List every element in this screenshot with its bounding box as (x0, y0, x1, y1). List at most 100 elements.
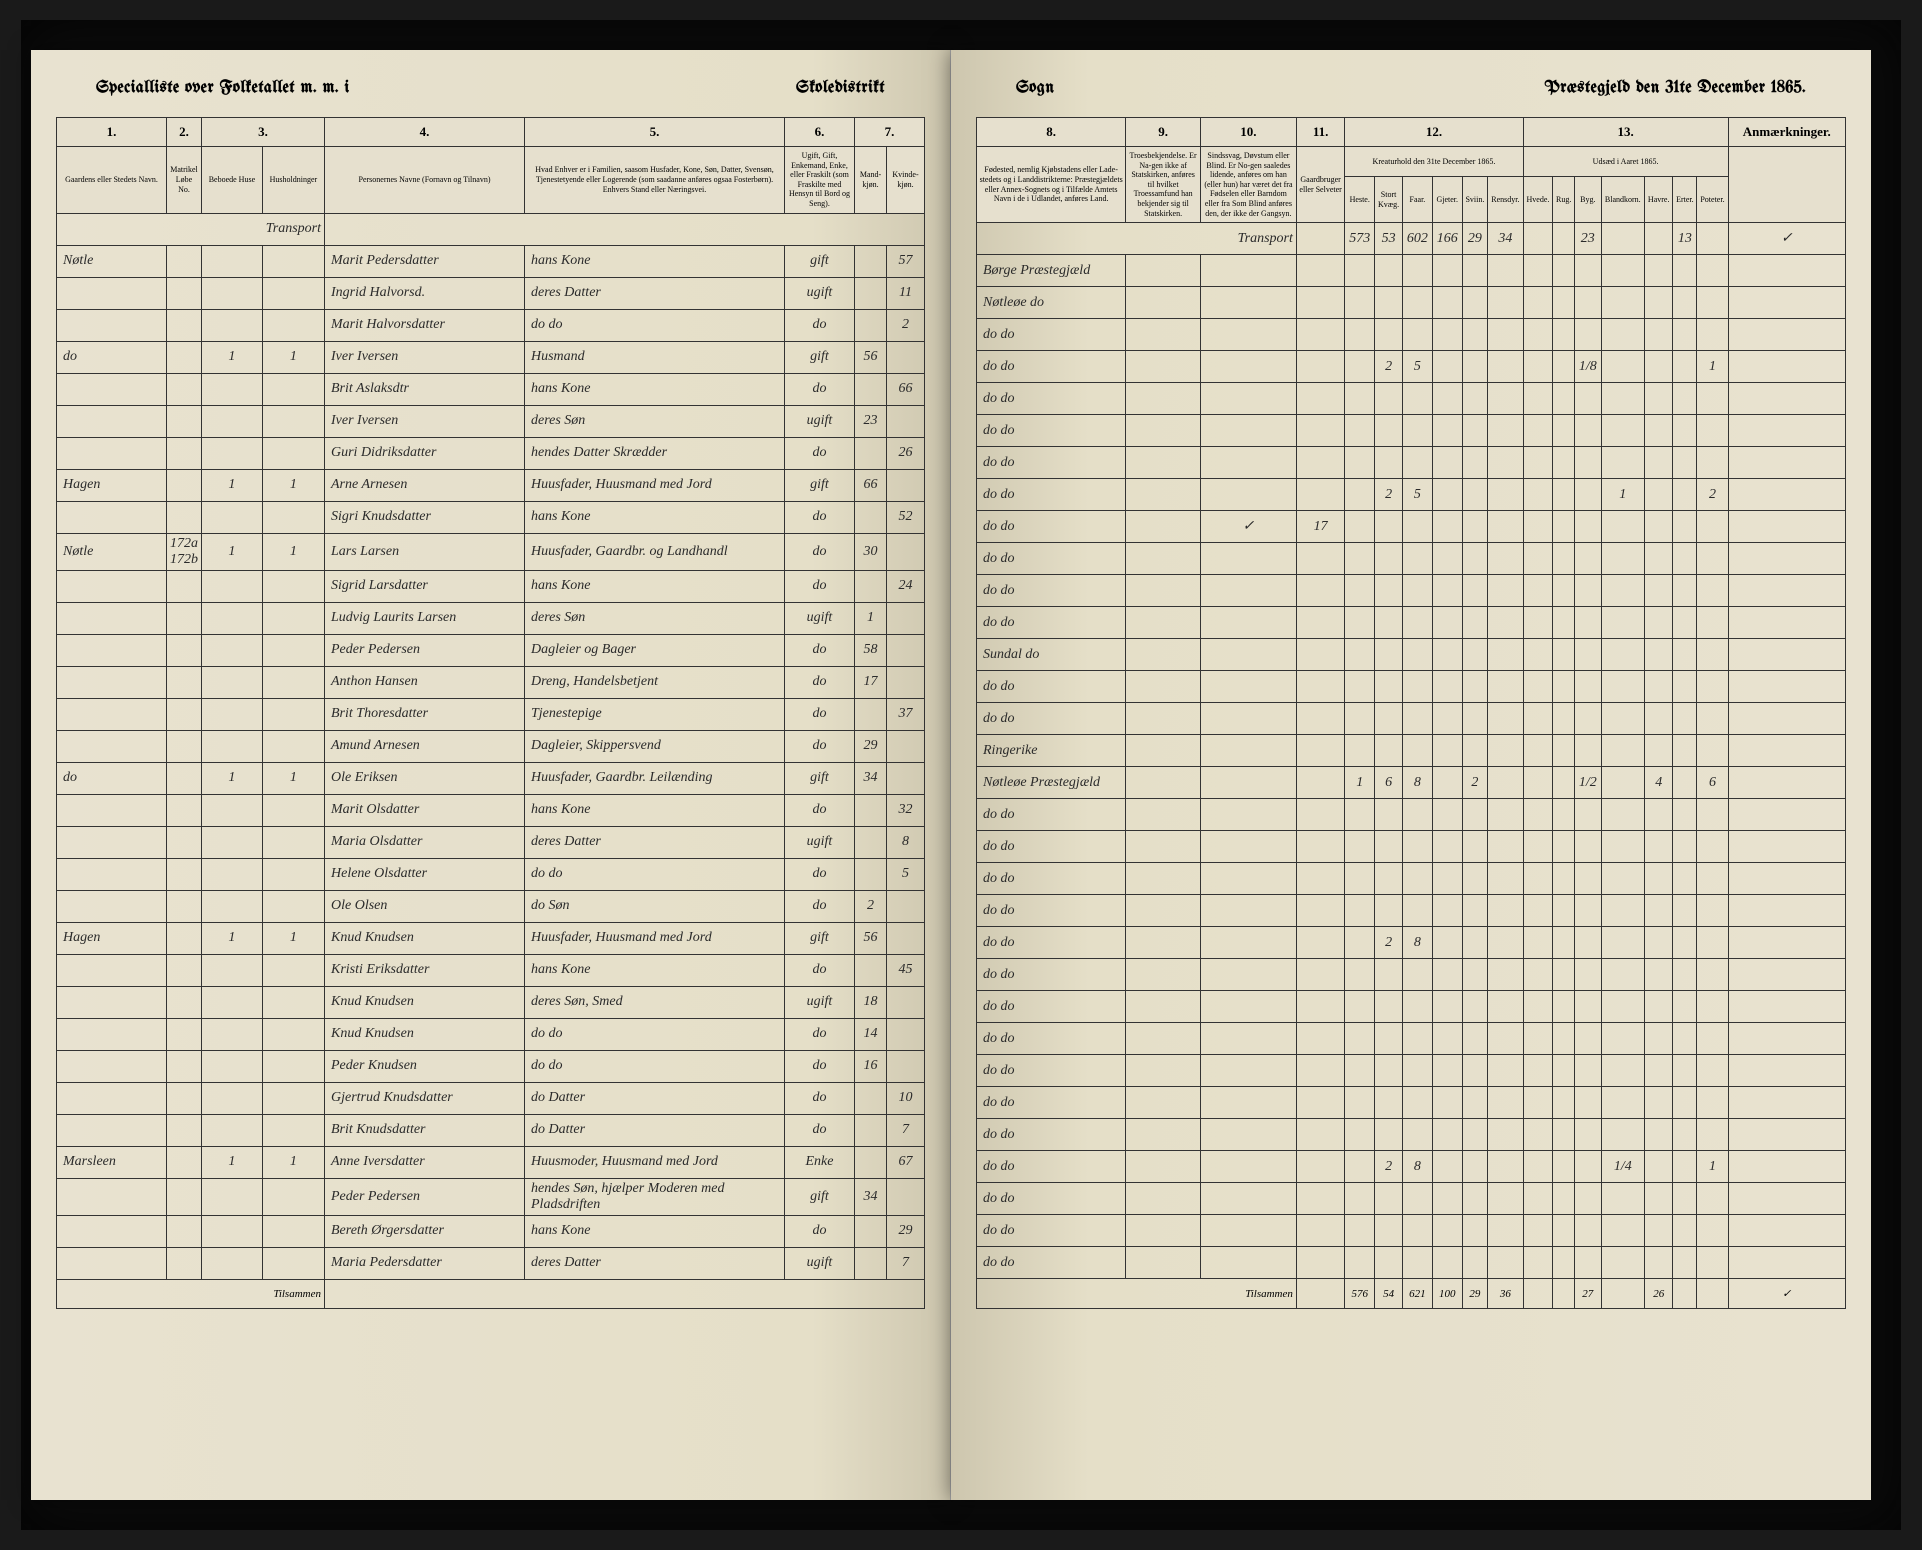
footer-label: Tilsammen (57, 1279, 325, 1308)
table-row: Ringerike (977, 735, 1846, 767)
col13-sub-3: Blandkorn. (1601, 177, 1644, 223)
right-table: 8. 9. 10. 11. 12. 13. Anmærkninger. Føde… (976, 117, 1846, 1309)
col3b-desc: Husholdninger (262, 147, 324, 214)
table-row: NøtleMarit Pedersdatterhans Konegift57 (57, 245, 925, 277)
table-row: Marit Halvorsdatterdo dodo2 (57, 309, 925, 341)
col6-num: 6. (785, 118, 855, 147)
table-row: Amund ArnesenDagleier, Skippersvenddo29 (57, 730, 925, 762)
col12-num: 12. (1345, 118, 1523, 147)
col12-sub-0: Heste. (1345, 177, 1375, 223)
right-col-nums: 8. 9. 10. 11. 12. 13. Anmærkninger. (977, 118, 1846, 147)
table-row: do do (977, 863, 1846, 895)
col7-num: 7. (855, 118, 925, 147)
right-col-descs: Fødested, nemlig Kjøbstadens eller Lade-… (977, 147, 1846, 177)
table-row: do do (977, 607, 1846, 639)
table-row: Sigri Knudsdatterhans Konedo52 (57, 501, 925, 533)
table-row: do do28 (977, 927, 1846, 959)
table-row: Knud Knudsenderes Søn, Smedugift18 (57, 986, 925, 1018)
table-row: do do2512 (977, 479, 1846, 511)
left-header: Specialliste over Folketallet m. m. i Sk… (56, 80, 925, 97)
table-row: do do (977, 383, 1846, 415)
col11-desc: Gaardbruger eller Selveter (1296, 147, 1344, 223)
table-row: Hagen11Knud KnudsenHuusfader, Huusmand m… (57, 922, 925, 954)
col11-num: 11. (1296, 118, 1344, 147)
col13-sub-1: Rug. (1553, 177, 1575, 223)
table-row: do11Iver IversenHusmandgift56 (57, 341, 925, 373)
col10-num: 10. (1200, 118, 1296, 147)
table-row: Peder Knudsendo dodo16 (57, 1050, 925, 1082)
table-row: Brit Knudsdatterdo Datterdo7 (57, 1114, 925, 1146)
table-row: Helene Olsdatterdo dodo5 (57, 858, 925, 890)
table-row: Guri Didriksdatterhendes Datter Skrædder… (57, 437, 925, 469)
table-row: Iver Iversenderes Sønugift23 (57, 405, 925, 437)
col5-num: 5. (525, 118, 785, 147)
table-row: do do (977, 895, 1846, 927)
col4-num: 4. (325, 118, 525, 147)
table-row: Marit Olsdatterhans Konedo32 (57, 794, 925, 826)
table-row: do do (977, 543, 1846, 575)
table-row: Sigrid Larsdatterhans Konedo24 (57, 570, 925, 602)
table-row: do do (977, 1087, 1846, 1119)
col13-sub-6: Poteter. (1697, 177, 1728, 223)
table-row: do do (977, 447, 1846, 479)
table-row: do do (977, 415, 1846, 447)
col13-num: 13. (1523, 118, 1728, 147)
table-row: do do (977, 799, 1846, 831)
col1-desc: Gaardens eller Stedets Navn. (57, 147, 167, 214)
table-row: Peder PedersenDagleier og Bagerdo58 (57, 634, 925, 666)
table-row: do do (977, 703, 1846, 735)
footer-blank (325, 1279, 925, 1308)
table-row: Knud Knudsendo dodo14 (57, 1018, 925, 1050)
col10-desc: Sindssvag, Døvstum eller Blind. Er No-ge… (1200, 147, 1296, 223)
col2-num: 2. (167, 118, 202, 147)
table-row: Børge Præstegjæld (977, 255, 1846, 287)
header-specialliste: Specialliste over Folketallet m. m. i (96, 80, 350, 97)
col12-desc: Kreaturhold den 31te December 1865. (1345, 147, 1523, 177)
table-row: Nøtle172a 172b11Lars LarsenHuusfader, Ga… (57, 533, 925, 570)
table-row: do do (977, 1023, 1846, 1055)
transport-label: Transport (57, 213, 325, 245)
table-row: Bereth Ørgersdatterhans Konedo29 (57, 1215, 925, 1247)
col12-sub-1: Stort Kvæg. (1375, 177, 1403, 223)
col9-num: 9. (1126, 118, 1201, 147)
col-anm: Anmærkninger. (1728, 118, 1845, 147)
col13-sub-2: Byg. (1575, 177, 1602, 223)
col-anm-blank (1728, 147, 1845, 223)
col5-desc: Hvad Enhver er i Familien, saasom Husfad… (525, 147, 785, 214)
col13-desc: Udsæd i Aaret 1865. (1523, 147, 1728, 177)
table-row: do do✓17 (977, 511, 1846, 543)
table-row: do do (977, 1215, 1846, 1247)
table-row: do do (977, 991, 1846, 1023)
table-row: Kristi Eriksdatterhans Konedo45 (57, 954, 925, 986)
table-row: do do (977, 831, 1846, 863)
transport-row-right: Transport5735360216629342313✓ (977, 223, 1846, 255)
census-ledger: Specialliste over Folketallet m. m. i Sk… (21, 20, 1901, 1530)
table-row: do do251/81 (977, 351, 1846, 383)
table-row: do do (977, 575, 1846, 607)
table-row: do do281/41 (977, 1151, 1846, 1183)
table-row: do do (977, 1247, 1846, 1279)
col7b-desc: Kvinde-kjøn. (887, 147, 925, 214)
table-row: Maria Pedersdatterderes Datterugift7 (57, 1247, 925, 1279)
table-row: do do (977, 959, 1846, 991)
table-row: Maria Olsdatterderes Datterugift8 (57, 826, 925, 858)
table-row: Marsleen11Anne IversdatterHuusmoder, Huu… (57, 1146, 925, 1178)
col13-sub-5: Erter. (1673, 177, 1697, 223)
table-row: Ludvig Laurits Larsenderes Sønugift1 (57, 602, 925, 634)
col6-desc: Ugift, Gift, Enkemand, Enke, eller Frask… (785, 147, 855, 214)
table-row: Brit Aslaksdtrhans Konedo66 (57, 373, 925, 405)
left-col-descs: Gaardens eller Stedets Navn. Matrikel Lø… (57, 147, 925, 214)
col12-sub-2: Faar. (1403, 177, 1433, 223)
col12-sub-4: Sviin. (1462, 177, 1487, 223)
table-row: do do (977, 1055, 1846, 1087)
table-row: do do (977, 1119, 1846, 1151)
header-skoledistrikt: Skoledistrikt (796, 80, 885, 97)
table-row: do do (977, 671, 1846, 703)
right-header: Sogn Præstegjeld den 31te December 1865. (976, 80, 1846, 97)
header-prestegjeld: Præstegjeld den 31te December 1865. (1545, 80, 1806, 97)
table-row: Peder Pedersenhendes Søn, hjælper Modere… (57, 1178, 925, 1215)
table-row: Gjertrud Knudsdatterdo Datterdo10 (57, 1082, 925, 1114)
table-row: Ole Olsendo Søndo2 (57, 890, 925, 922)
table-row: do do (977, 319, 1846, 351)
col13-sub-0: Hvede. (1523, 177, 1553, 223)
